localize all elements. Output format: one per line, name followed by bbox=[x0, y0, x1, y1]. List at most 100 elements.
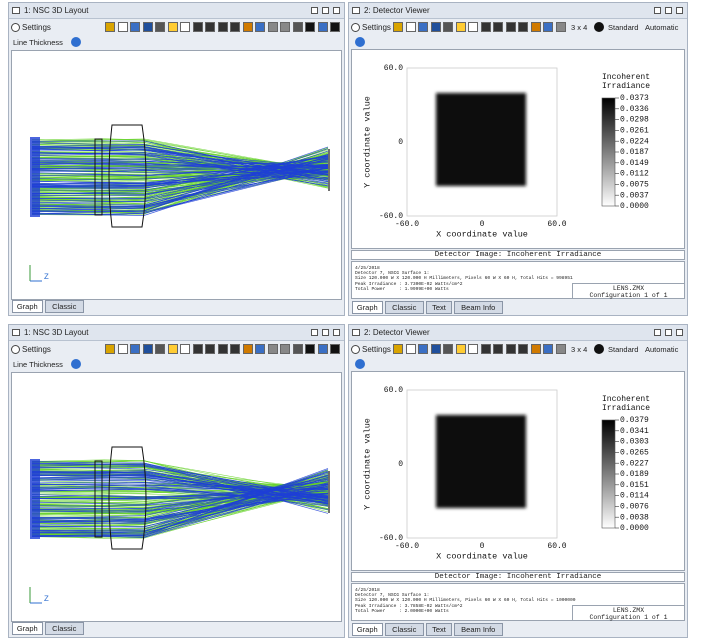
toolbar-icon[interactable] bbox=[393, 344, 403, 354]
help-icon[interactable] bbox=[355, 37, 365, 47]
minimize-button[interactable] bbox=[333, 329, 340, 336]
settings-button[interactable]: Settings bbox=[351, 343, 391, 356]
toolbar-icon[interactable] bbox=[255, 344, 265, 354]
toolbar-icon[interactable] bbox=[493, 344, 503, 354]
toolbar-icon[interactable] bbox=[305, 22, 315, 32]
toolbar-icon[interactable] bbox=[555, 22, 566, 32]
toolbar-icon[interactable] bbox=[167, 22, 178, 32]
toolbar-icon[interactable] bbox=[330, 22, 340, 32]
maximize-button[interactable] bbox=[665, 329, 672, 336]
close-button[interactable] bbox=[654, 7, 661, 14]
close-button[interactable] bbox=[311, 329, 318, 336]
toolbar-icon[interactable] bbox=[480, 344, 491, 354]
tab[interactable]: Classic bbox=[44, 300, 84, 313]
toolbar-icon[interactable] bbox=[155, 22, 165, 32]
toolbar-icon[interactable] bbox=[555, 344, 566, 354]
tab[interactable]: Classic bbox=[44, 622, 84, 635]
settings-button[interactable]: Settings bbox=[11, 343, 51, 356]
line-thickness-dropdown[interactable]: Line Thickness bbox=[13, 360, 63, 369]
maximize-button[interactable] bbox=[665, 7, 672, 14]
toolbar-icon[interactable] bbox=[530, 22, 541, 32]
toolbar-icon[interactable] bbox=[242, 22, 253, 32]
toolbar-icon[interactable] bbox=[468, 22, 478, 32]
help-icon[interactable] bbox=[71, 37, 81, 47]
tab[interactable]: Graph bbox=[352, 623, 383, 636]
maximize-button[interactable] bbox=[322, 329, 329, 336]
toolbar-icon[interactable] bbox=[418, 22, 428, 32]
toolbar-icon[interactable] bbox=[267, 22, 278, 32]
toolbar-icon[interactable] bbox=[305, 344, 315, 354]
toolbar-icon[interactable] bbox=[205, 22, 215, 32]
grid-size-dropdown[interactable]: 3 x 4 bbox=[571, 345, 588, 354]
minimize-button[interactable] bbox=[333, 7, 340, 14]
close-button[interactable] bbox=[654, 329, 661, 336]
settings-button[interactable]: Settings bbox=[351, 21, 391, 34]
maximize-button[interactable] bbox=[322, 7, 329, 14]
toolbar-icon[interactable] bbox=[105, 22, 115, 32]
toolbar-icon[interactable] bbox=[455, 344, 466, 354]
toolbar-icon[interactable] bbox=[167, 344, 178, 354]
toolbar-icon[interactable] bbox=[518, 344, 528, 354]
toolbar-icon[interactable] bbox=[505, 344, 516, 354]
standard-dropdown[interactable]: Standard bbox=[608, 23, 639, 32]
toolbar-icon[interactable] bbox=[242, 344, 253, 354]
toolbar-icon[interactable] bbox=[594, 22, 604, 32]
toolbar-icon[interactable] bbox=[430, 22, 441, 32]
tab[interactable]: Graph bbox=[12, 622, 43, 635]
toolbar-icon[interactable] bbox=[480, 22, 491, 32]
toolbar-icon[interactable] bbox=[267, 344, 278, 354]
toolbar-icon[interactable] bbox=[117, 22, 128, 32]
toolbar-icon[interactable] bbox=[130, 344, 140, 354]
help-icon[interactable] bbox=[71, 359, 81, 369]
tab[interactable]: Classic bbox=[384, 301, 424, 314]
automatic-dropdown[interactable]: Automatic bbox=[645, 345, 679, 354]
tab[interactable]: Classic bbox=[384, 623, 424, 636]
toolbar-icon[interactable] bbox=[230, 22, 240, 32]
toolbar-icon[interactable] bbox=[393, 22, 403, 32]
toolbar-icon[interactable] bbox=[330, 344, 340, 354]
toolbar-icon[interactable] bbox=[317, 344, 328, 354]
toolbar-icon[interactable] bbox=[180, 22, 190, 32]
toolbar-icon[interactable] bbox=[142, 22, 153, 32]
toolbar-icon[interactable] bbox=[255, 22, 265, 32]
toolbar-icon[interactable] bbox=[292, 344, 303, 354]
toolbar-icon[interactable] bbox=[430, 344, 441, 354]
toolbar-icon[interactable] bbox=[117, 344, 128, 354]
standard-dropdown[interactable]: Standard bbox=[608, 345, 639, 354]
toolbar-icon[interactable] bbox=[280, 22, 290, 32]
toolbar-icon[interactable] bbox=[405, 22, 416, 32]
toolbar-icon[interactable] bbox=[594, 344, 604, 354]
toolbar-icon[interactable] bbox=[530, 344, 541, 354]
toolbar-icon[interactable] bbox=[543, 344, 553, 354]
toolbar-icon[interactable] bbox=[205, 344, 215, 354]
toolbar-icon[interactable] bbox=[105, 344, 115, 354]
close-button[interactable] bbox=[311, 7, 318, 14]
toolbar-icon[interactable] bbox=[130, 22, 140, 32]
toolbar-icon[interactable] bbox=[468, 344, 478, 354]
toolbar-icon[interactable] bbox=[443, 344, 453, 354]
toolbar-icon[interactable] bbox=[493, 22, 503, 32]
tab[interactable]: Text bbox=[426, 623, 452, 636]
toolbar-icon[interactable] bbox=[505, 22, 516, 32]
toolbar-icon[interactable] bbox=[543, 22, 553, 32]
toolbar-icon[interactable] bbox=[217, 344, 228, 354]
toolbar-icon[interactable] bbox=[155, 344, 165, 354]
minimize-button[interactable] bbox=[676, 7, 683, 14]
minimize-button[interactable] bbox=[676, 329, 683, 336]
toolbar-icon[interactable] bbox=[180, 344, 190, 354]
line-thickness-dropdown[interactable]: Line Thickness bbox=[13, 38, 63, 47]
tab[interactable]: Beam Info bbox=[454, 623, 503, 636]
tab[interactable]: Graph bbox=[352, 301, 383, 314]
tab[interactable]: Text bbox=[426, 301, 452, 314]
settings-button[interactable]: Settings bbox=[11, 21, 51, 34]
toolbar-icon[interactable] bbox=[230, 344, 240, 354]
toolbar-icon[interactable] bbox=[405, 344, 416, 354]
grid-size-dropdown[interactable]: 3 x 4 bbox=[571, 23, 588, 32]
toolbar-icon[interactable] bbox=[280, 344, 290, 354]
toolbar-icon[interactable] bbox=[518, 22, 528, 32]
toolbar-icon[interactable] bbox=[443, 22, 453, 32]
tab[interactable]: Graph bbox=[12, 300, 43, 313]
toolbar-icon[interactable] bbox=[292, 22, 303, 32]
toolbar-icon[interactable] bbox=[418, 344, 428, 354]
toolbar-icon[interactable] bbox=[455, 22, 466, 32]
